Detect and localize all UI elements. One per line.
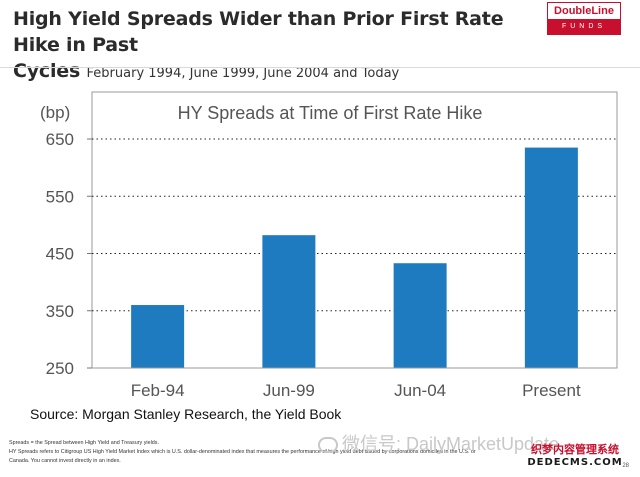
- chart-title: HY Spreads at Time of First Rate Hike: [178, 103, 483, 123]
- wechat-watermark: 微信号: DailyMarketUpdate: [318, 430, 559, 456]
- y-axis-label: (bp): [40, 103, 70, 122]
- bar-feb-94: [131, 305, 185, 368]
- title-line-1: High Yield Spreads Wider than Prior Firs…: [13, 8, 504, 56]
- hy-spreads-chart: 250 350 450 550 650 (bp) HY Spreads at Time of…: [40, 91, 618, 400]
- chart-source: Source: Morgan Stanley Research, the Yie…: [30, 406, 342, 422]
- slide-subtitle: February 1994, June 1999, June 2004 and …: [86, 66, 400, 81]
- x-tick-label: Jun-99: [263, 381, 315, 400]
- bar-jun-04: [393, 263, 447, 368]
- x-tick-label: Feb-94: [131, 381, 185, 400]
- slide-title: High Yield Spreads Wider than Prior Firs…: [13, 6, 553, 87]
- watermark-text: 微信号: DailyMarketUpdate: [342, 434, 560, 454]
- wechat-icon: [318, 437, 338, 454]
- bar-jun-99: [262, 235, 316, 368]
- x-tick-label: Present: [522, 381, 581, 400]
- logo-sub: FUNDS: [548, 19, 620, 34]
- logo-corner-mark: [619, 21, 629, 33]
- footnote-1: Spreads = the Spread between High Yield …: [9, 440, 159, 446]
- x-tick-label: Jun-04: [394, 381, 446, 400]
- site-stamp-line-2: DEDECMS.COM: [527, 457, 623, 468]
- site-stamp-line-1: 织梦内容管理系统: [531, 443, 619, 456]
- y-tick-label: 450: [46, 245, 74, 264]
- y-tick-label: 550: [46, 187, 74, 206]
- bar-present: [524, 147, 578, 368]
- y-tick-label: 650: [46, 130, 74, 149]
- logo-name: DoubleLine: [548, 3, 620, 19]
- doubleline-logo: DoubleLine FUNDS: [547, 2, 621, 35]
- footnote-3: Canada. You cannot invest directly in an…: [9, 458, 121, 464]
- site-stamp: 织梦内容管理系统 DEDECMS.COM: [516, 443, 634, 469]
- title-line-2: Cycles: [13, 60, 81, 82]
- y-tick-label: 350: [46, 302, 74, 321]
- page-number: 28: [622, 463, 629, 469]
- footnote-2: HY Spreads refers to Citigroup US High Y…: [9, 449, 476, 455]
- title-divider: [0, 67, 640, 68]
- y-tick-label: 250: [46, 359, 74, 378]
